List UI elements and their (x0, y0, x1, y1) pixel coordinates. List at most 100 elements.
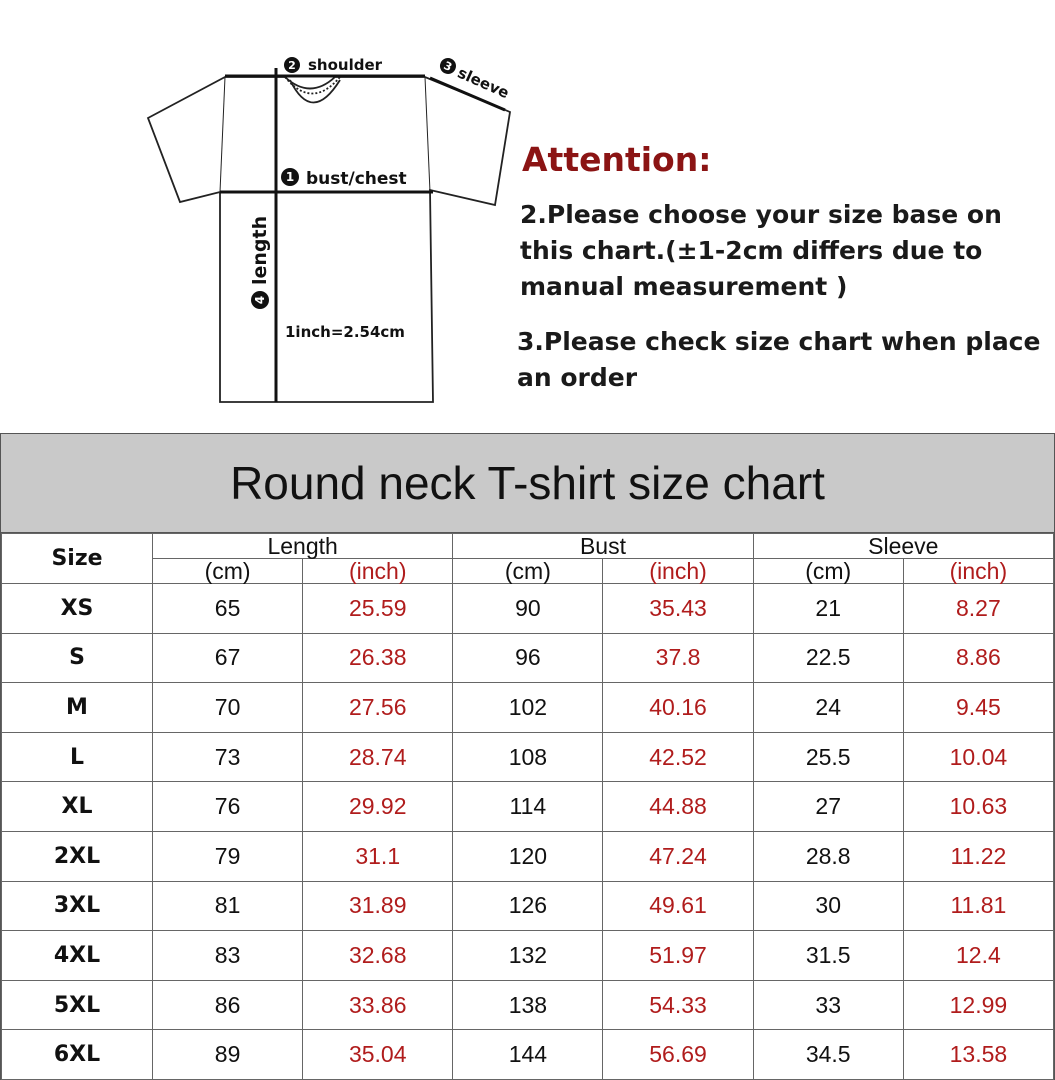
bust-inch-cell: 42.52 (602, 731, 754, 783)
unit-cm: (cm) (752, 558, 904, 584)
svg-text:shoulder: shoulder (308, 56, 383, 74)
length-cm-cell: 76 (151, 781, 304, 832)
attention-heading: Attention: (522, 140, 712, 179)
sleeve-inch-cell: 12.4 (902, 930, 1055, 981)
sleeve-cm-cell: 25.5 (752, 731, 904, 783)
sleeve-inch-cell: 11.22 (902, 830, 1055, 882)
bust-inch-cell: 56.69 (602, 1029, 754, 1080)
sleeve-inch-cell: 10.63 (902, 781, 1055, 832)
bust-inch-cell: 35.43 (602, 583, 754, 634)
bust-header: Bust (452, 533, 754, 559)
size-chart-table: Round neck T-shirt size chart Size Lengt… (0, 433, 1055, 1080)
length-cm-cell: 89 (151, 1029, 304, 1080)
shoulder-label: 2 shoulder (284, 56, 383, 74)
unit-inch: (inch) (302, 558, 454, 584)
size-header: Size (1, 533, 153, 584)
table-row: 3XL 81 31.89 126 49.61 30 11.81 (1, 880, 1055, 932)
length-inch-cell: 32.68 (302, 930, 454, 981)
length-inch-cell: 29.92 (302, 781, 454, 832)
length-cm-cell: 79 (151, 830, 304, 882)
bust-inch-cell: 40.16 (602, 682, 754, 733)
svg-text:length: length (249, 216, 271, 285)
sleeve-cm-cell: 28.8 (752, 830, 904, 882)
size-cell: 6XL (1, 1029, 153, 1080)
size-cell: 2XL (1, 830, 153, 882)
table-row: M 70 27.56 102 40.16 24 9.45 (1, 682, 1055, 733)
bust-cm-cell: 90 (452, 583, 604, 634)
length-inch-cell: 31.1 (302, 830, 454, 882)
bust-cm-cell: 144 (452, 1029, 604, 1080)
size-cell: 3XL (1, 880, 153, 932)
sleeve-cm-cell: 21 (752, 583, 904, 634)
bust-cm-cell: 114 (452, 781, 604, 832)
sleeve-inch-cell: 8.27 (902, 583, 1055, 634)
svg-text:2: 2 (288, 59, 296, 72)
unit-inch: (inch) (602, 558, 754, 584)
size-cell: 5XL (1, 979, 153, 1031)
tshirt-measurement-diagram: 2 shoulder 3 sleeve 1 bust/chest 4 lengt… (146, 56, 512, 403)
sleeve-inch-cell: 12.99 (902, 979, 1055, 1031)
size-cell: L (1, 731, 153, 783)
sleeve-cm-cell: 31.5 (752, 930, 904, 981)
table-row: 4XL 83 32.68 132 51.97 31.5 12.4 (1, 930, 1055, 981)
length-inch-cell: 25.59 (302, 583, 454, 634)
bust-label: 1 bust/chest (281, 168, 407, 189)
length-inch-cell: 27.56 (302, 682, 454, 733)
svg-text:bust/chest: bust/chest (306, 169, 407, 189)
inch-conversion: 1inch=2.54cm (285, 323, 405, 341)
length-inch-cell: 28.74 (302, 731, 454, 783)
table-row: 2XL 79 31.1 120 47.24 28.8 11.22 (1, 830, 1055, 882)
length-cm-cell: 81 (151, 880, 304, 932)
sleeve-cm-cell: 27 (752, 781, 904, 832)
bust-cm-cell: 108 (452, 731, 604, 783)
size-cell: S (1, 632, 153, 684)
table-row: XL 76 29.92 114 44.88 27 10.63 (1, 781, 1055, 832)
size-chart-title: Round neck T-shirt size chart (1, 434, 1054, 533)
bust-cm-cell: 120 (452, 830, 604, 882)
sleeve-inch-cell: 9.45 (902, 682, 1055, 733)
table-row: S 67 26.38 96 37.8 22.5 8.86 (1, 632, 1055, 684)
size-cell: 4XL (1, 930, 153, 981)
bust-inch-cell: 44.88 (602, 781, 754, 832)
sleeve-cm-cell: 22.5 (752, 632, 904, 684)
length-cm-cell: 83 (151, 930, 304, 981)
bust-cm-cell: 126 (452, 880, 604, 932)
length-inch-cell: 35.04 (302, 1029, 454, 1080)
bust-inch-cell: 37.8 (602, 632, 754, 684)
table-row: XS 65 25.59 90 35.43 21 8.27 (1, 583, 1055, 634)
svg-text:1: 1 (286, 170, 294, 184)
note-size-base: 2.Please choose your size base on this c… (520, 200, 1002, 301)
length-header: Length (151, 533, 454, 559)
bust-inch-cell: 49.61 (602, 880, 754, 932)
svg-text:4: 4 (253, 296, 267, 304)
note-check-chart: 3.Please check size chart when place an … (517, 327, 1041, 392)
sleeve-cm-cell: 30 (752, 880, 904, 932)
unit-cm: (cm) (452, 558, 604, 584)
bust-inch-cell: 47.24 (602, 830, 754, 882)
length-cm-cell: 73 (151, 731, 304, 783)
sleeve-cm-cell: 33 (752, 979, 904, 1031)
table-row: 5XL 86 33.86 138 54.33 33 12.99 (1, 979, 1055, 1031)
size-cell: XL (1, 781, 153, 832)
unit-inch: (inch) (902, 558, 1055, 584)
bust-inch-cell: 54.33 (602, 979, 754, 1031)
length-cm-cell: 67 (151, 632, 304, 684)
unit-cm: (cm) (151, 558, 304, 584)
length-cm-cell: 70 (151, 682, 304, 733)
sleeve-inch-cell: 8.86 (902, 632, 1055, 684)
table-row: 6XL 89 35.04 144 56.69 34.5 13.58 (1, 1029, 1055, 1080)
sleeve-inch-cell: 11.81 (902, 880, 1055, 932)
bust-inch-cell: 51.97 (602, 930, 754, 981)
bust-cm-cell: 138 (452, 979, 604, 1031)
length-label: 4 length (249, 216, 271, 309)
bust-cm-cell: 102 (452, 682, 604, 733)
bust-cm-cell: 132 (452, 930, 604, 981)
length-cm-cell: 86 (151, 979, 304, 1031)
sleeve-inch-cell: 10.04 (902, 731, 1055, 783)
size-cell: M (1, 682, 153, 733)
sleeve-inch-cell: 13.58 (902, 1029, 1055, 1080)
length-inch-cell: 33.86 (302, 979, 454, 1031)
size-cell: XS (1, 583, 153, 634)
sleeve-cm-cell: 34.5 (752, 1029, 904, 1080)
bust-cm-cell: 96 (452, 632, 604, 684)
